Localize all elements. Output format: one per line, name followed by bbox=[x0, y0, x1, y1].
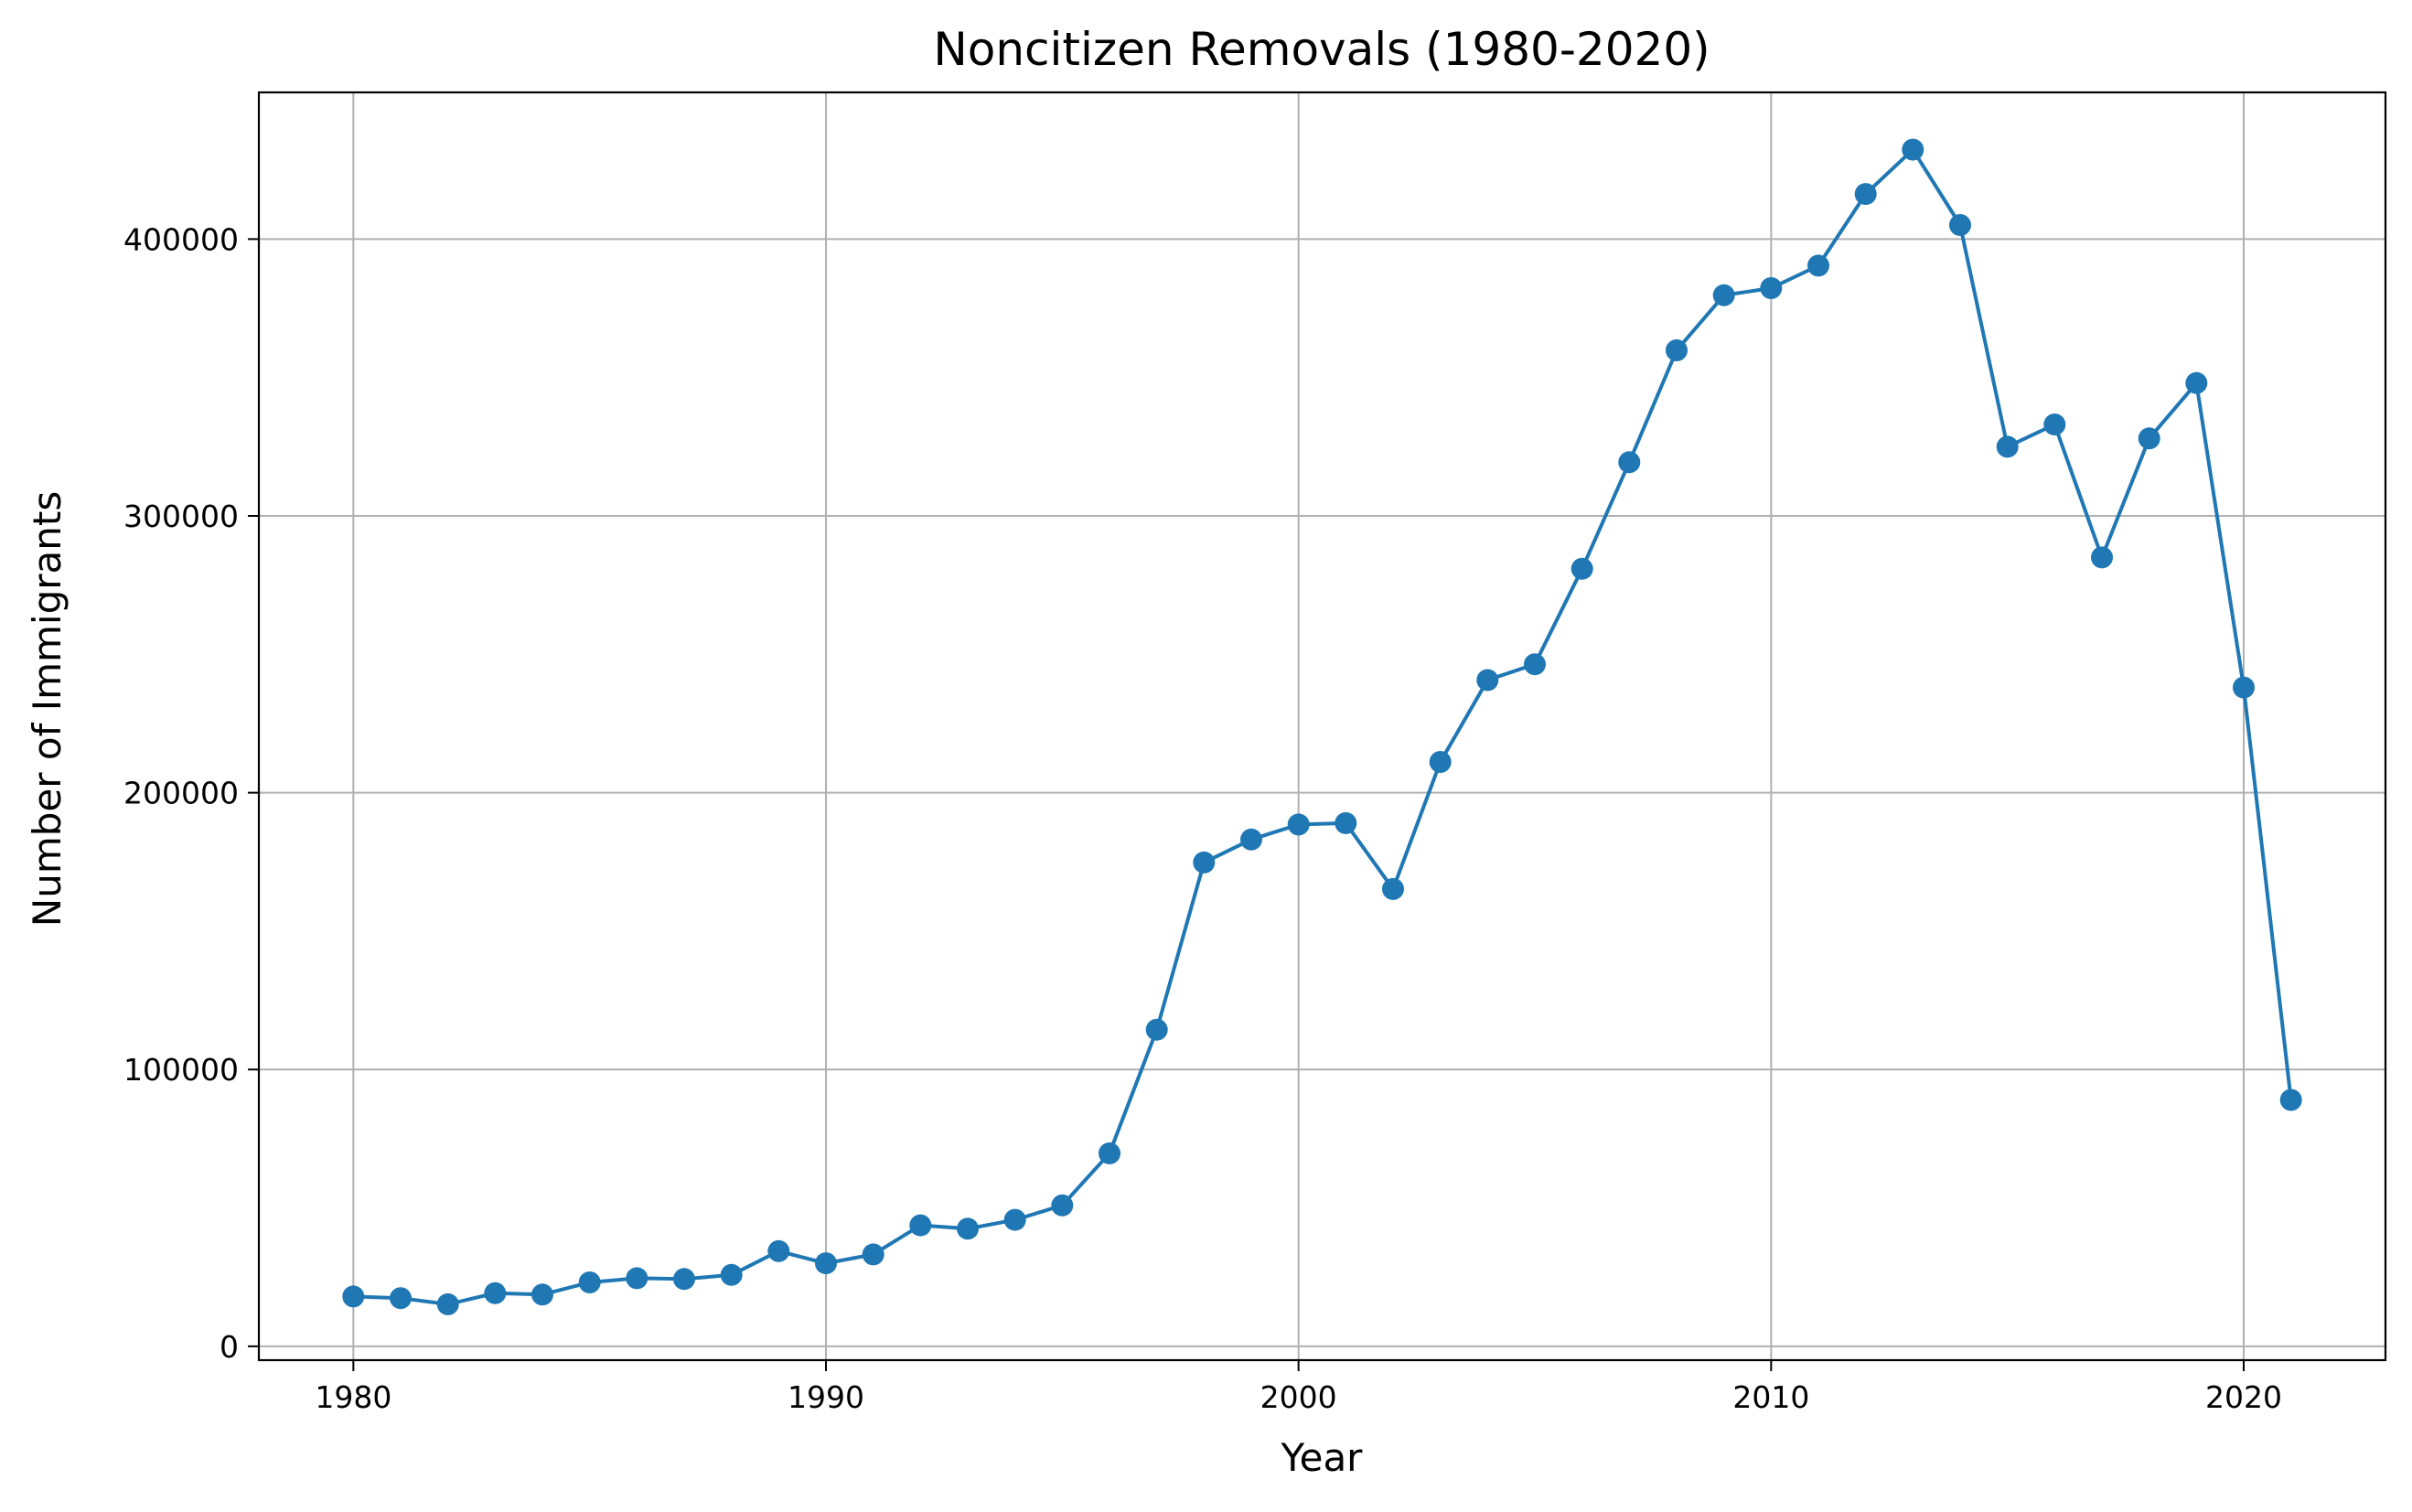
data-series bbox=[342, 138, 2302, 1315]
data-point bbox=[673, 1268, 695, 1291]
x-axis-label: Year bbox=[1281, 1435, 1364, 1480]
x-tick-label: 2010 bbox=[1732, 1379, 1809, 1415]
data-point bbox=[1003, 1208, 1026, 1231]
data-point bbox=[2279, 1088, 2302, 1111]
data-point bbox=[1570, 557, 1593, 580]
chart-title: Noncitizen Removals (1980-2020) bbox=[933, 23, 1710, 76]
data-point bbox=[1193, 851, 1216, 874]
y-axis-label: Number of Immigrants bbox=[25, 491, 70, 927]
data-point bbox=[1854, 183, 1877, 206]
y-tick-label: 200000 bbox=[123, 776, 239, 811]
data-point bbox=[342, 1285, 365, 1308]
data-point bbox=[436, 1292, 459, 1315]
data-point bbox=[390, 1287, 412, 1310]
data-point bbox=[1760, 277, 1783, 299]
x-tick-label: 1980 bbox=[315, 1379, 391, 1415]
data-point bbox=[862, 1243, 884, 1266]
data-point bbox=[531, 1283, 553, 1306]
data-point bbox=[1382, 877, 1404, 900]
data-point bbox=[815, 1252, 837, 1275]
y-tick-label: 0 bbox=[220, 1329, 239, 1365]
data-point bbox=[626, 1267, 649, 1290]
data-point bbox=[1666, 339, 1688, 361]
y-tick-label: 100000 bbox=[123, 1052, 239, 1088]
data-point bbox=[1099, 1142, 1120, 1164]
data-point bbox=[1145, 1018, 1168, 1041]
data-point bbox=[2043, 413, 2066, 436]
data-point bbox=[2233, 676, 2255, 699]
x-tick-label: 2000 bbox=[1260, 1379, 1337, 1415]
axis-ticks: 1980 1990 2000 2010 2020 0 100000 200000 300000 4… bbox=[123, 221, 2282, 1415]
y-tick-label: 300000 bbox=[123, 499, 239, 534]
plot-area-frame bbox=[257, 91, 2387, 1362]
data-point bbox=[1618, 451, 1641, 474]
data-point bbox=[1287, 813, 1310, 836]
data-point bbox=[1807, 254, 1829, 277]
data-point bbox=[484, 1281, 507, 1304]
data-point bbox=[2185, 371, 2208, 394]
y-tick-label: 400000 bbox=[123, 221, 239, 257]
data-point bbox=[1051, 1194, 1074, 1217]
data-point bbox=[909, 1214, 932, 1237]
x-tick-label: 1990 bbox=[788, 1379, 864, 1415]
data-point bbox=[767, 1239, 790, 1262]
data-point bbox=[2091, 546, 2113, 569]
data-point bbox=[1902, 138, 1924, 161]
data-point bbox=[1524, 653, 1546, 676]
data-point bbox=[1429, 751, 1452, 773]
data-point bbox=[1240, 828, 1262, 851]
data-point bbox=[1996, 435, 2019, 458]
grid-lines bbox=[259, 92, 2385, 1360]
data-point bbox=[1335, 811, 1357, 834]
data-point bbox=[1476, 669, 1499, 692]
x-tick-label: 2020 bbox=[2205, 1379, 2282, 1415]
data-point bbox=[720, 1263, 743, 1286]
data-point bbox=[2138, 427, 2160, 450]
data-point bbox=[957, 1217, 979, 1240]
data-point bbox=[1712, 284, 1735, 306]
data-point bbox=[1949, 214, 1971, 236]
data-point bbox=[578, 1271, 601, 1293]
